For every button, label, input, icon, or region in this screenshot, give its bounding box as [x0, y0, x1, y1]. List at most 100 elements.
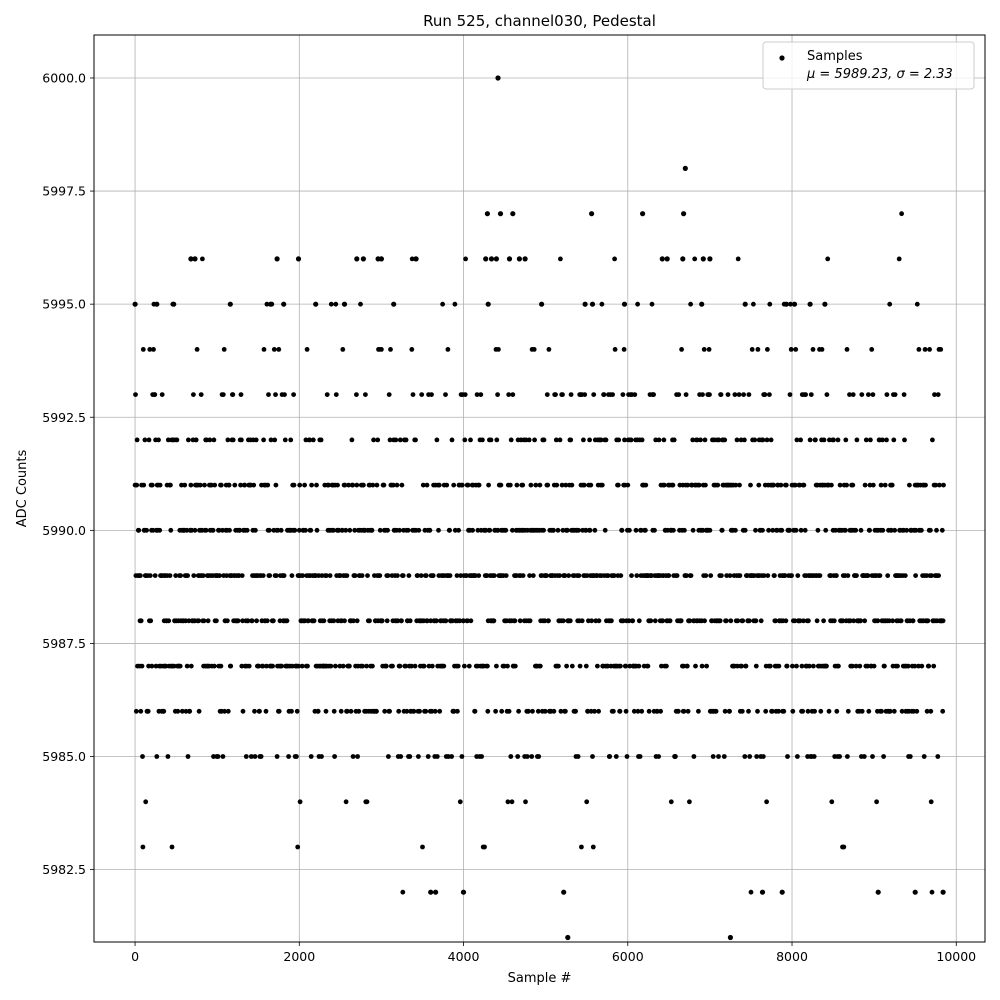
data-point [186, 437, 191, 443]
legend-marker [779, 55, 785, 61]
data-point [294, 708, 300, 714]
data-point [736, 392, 742, 397]
data-point [253, 527, 258, 533]
data-point [224, 573, 230, 578]
data-point [503, 573, 509, 578]
data-point [171, 301, 177, 307]
data-point [386, 392, 392, 397]
data-point [621, 347, 627, 352]
data-point [940, 889, 946, 895]
data-point [386, 754, 391, 759]
data-point [227, 301, 233, 307]
data-point [934, 527, 939, 533]
data-point [482, 844, 487, 850]
data-point [569, 663, 575, 669]
data-point [735, 256, 741, 262]
data-point [455, 663, 461, 669]
data-point [581, 437, 586, 443]
data-point [539, 301, 545, 307]
data-point [365, 573, 370, 578]
data-point [343, 799, 349, 805]
data-point [268, 301, 274, 307]
data-point [589, 301, 596, 307]
data-point [444, 482, 450, 488]
data-point [184, 527, 190, 533]
data-point [240, 618, 246, 624]
data-point [319, 573, 325, 578]
data-point [742, 437, 747, 443]
data-point [922, 347, 928, 352]
data-point [205, 618, 211, 624]
data-point [508, 437, 514, 443]
data-point [751, 301, 756, 307]
data-point [340, 527, 345, 533]
data-point [756, 482, 762, 488]
data-point [336, 527, 342, 533]
data-point [930, 437, 935, 443]
data-point [916, 663, 921, 669]
data-point [807, 301, 813, 307]
data-point [271, 347, 277, 352]
data-point [307, 437, 312, 443]
data-point [702, 618, 707, 624]
data-point [718, 392, 724, 397]
data-point [844, 482, 849, 488]
data-point [388, 347, 393, 352]
data-point [333, 663, 338, 669]
data-point [350, 482, 356, 488]
data-point [721, 754, 727, 759]
data-point [374, 708, 379, 714]
data-point [735, 618, 741, 624]
data-point [875, 618, 881, 624]
data-point [639, 708, 645, 714]
data-point [643, 482, 649, 488]
data-point [821, 437, 827, 443]
data-point [735, 663, 740, 669]
data-point [347, 527, 353, 533]
legend-stats: μ = 5989.23, σ = 2.33 [806, 67, 953, 82]
data-point [793, 347, 799, 352]
data-point [653, 437, 659, 443]
data-point [134, 437, 140, 443]
data-point [456, 527, 461, 533]
data-point [581, 482, 587, 488]
data-point [327, 573, 333, 578]
data-point [295, 256, 302, 262]
data-point [579, 844, 584, 850]
data-point [882, 482, 888, 488]
y-tick-label: 5992.5 [42, 410, 86, 425]
data-point [623, 663, 629, 669]
data-point [794, 663, 799, 669]
data-point [524, 754, 530, 759]
data-point [789, 573, 794, 578]
data-point [544, 392, 550, 397]
data-point [308, 527, 314, 533]
data-point [913, 573, 918, 578]
data-point [201, 618, 207, 624]
data-point [921, 754, 927, 759]
data-point [815, 527, 821, 533]
data-point [397, 527, 402, 533]
data-point [222, 708, 228, 714]
data-point [148, 618, 154, 624]
data-point [296, 663, 301, 669]
data-point [557, 437, 563, 443]
data-point [690, 527, 696, 533]
data-point [460, 889, 467, 895]
data-point [305, 663, 310, 669]
data-point [311, 618, 317, 624]
y-tick-label: 6000.0 [42, 70, 86, 85]
data-point [788, 347, 794, 352]
data-point [391, 301, 397, 307]
data-point [403, 663, 408, 669]
data-point [274, 754, 280, 759]
data-point [790, 708, 796, 714]
data-point [462, 663, 467, 669]
data-point [826, 708, 832, 714]
data-point [429, 708, 435, 714]
data-point [560, 527, 566, 533]
data-point [296, 527, 302, 533]
data-point [916, 347, 922, 352]
data-point [553, 392, 558, 397]
data-point [364, 663, 369, 669]
